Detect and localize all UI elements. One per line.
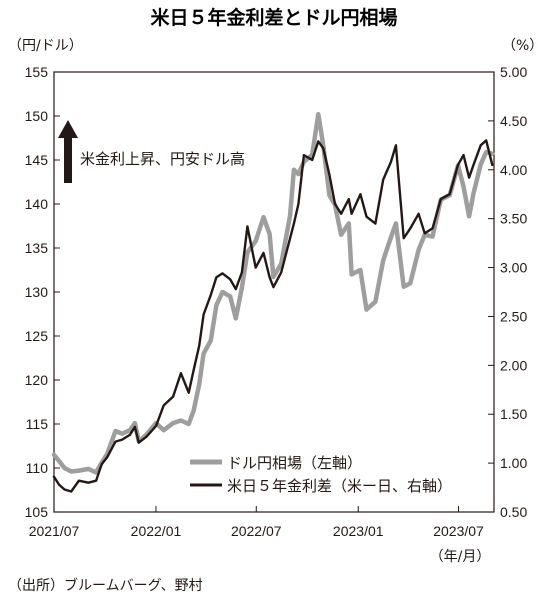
legend-label-usdjpy: ドル円相場（左軸） [227,454,362,472]
x-tick-label: 2023/07 [433,523,484,539]
series-layer [51,111,495,493]
x-tick-label: 2023/01 [333,523,384,539]
right-tick-label: 4.00 [500,162,527,178]
right-axis-unit: （%） [502,38,543,54]
source-note: （出所）ブルームバーグ、野村 [8,577,203,594]
plot-frame [53,71,495,513]
left-tick-label: 155 [25,64,49,80]
left-tick-label: 145 [25,152,49,168]
left-tick-label: 105 [25,504,49,520]
right-tick-label: 2.00 [500,357,527,373]
right-axis: 5.00 4.50 4.00 3.50 3.00 2.50 2.00 1.50 1.00 0.50 [488,64,527,520]
right-tick-label: 3.00 [500,260,527,276]
left-tick-label: 125 [25,328,49,344]
series-line-spread [52,139,494,493]
right-tick-label: 2.50 [500,308,527,324]
annotation-text: 米金利上昇、円安ドル高 [80,150,245,168]
series-line-usdjpy [51,111,495,475]
right-tick-label: 0.50 [500,504,527,520]
annotation-arrow-icon [58,120,78,183]
legend-label-spread: 米日５年金利差（米ー日、右軸） [227,477,452,495]
right-tick-label: 4.50 [500,113,527,129]
right-tick-label: 3.50 [500,211,527,227]
left-tick-label: 115 [26,416,49,432]
legend: ドル円相場（左軸） 米日５年金利差（米ー日、右軸） [190,454,452,495]
right-tick-label: 5.00 [500,64,527,80]
chart-title: 米日５年金利差とドル円相場 [150,6,397,29]
left-tick-label: 150 [25,108,49,124]
x-tick-label: 2022/07 [231,523,282,539]
left-tick-label: 110 [26,460,49,476]
left-tick-label: 120 [25,372,49,388]
left-tick-label: 140 [25,196,49,212]
x-axis: 2021/07 2022/01 2022/07 2023/01 2023/07 [29,506,484,539]
x-axis-unit: （年/月） [430,549,491,565]
right-tick-label: 1.50 [500,406,527,422]
left-axis: 155 150 145 140 135 130 125 120 115 110 105 [25,64,60,520]
x-tick-label: 2022/01 [131,523,182,539]
right-tick-label: 1.00 [500,455,527,471]
left-axis-unit: （円/ドル） [8,38,83,54]
left-tick-label: 130 [25,284,49,300]
left-tick-label: 135 [25,240,49,256]
x-tick-label: 2021/07 [29,523,80,539]
